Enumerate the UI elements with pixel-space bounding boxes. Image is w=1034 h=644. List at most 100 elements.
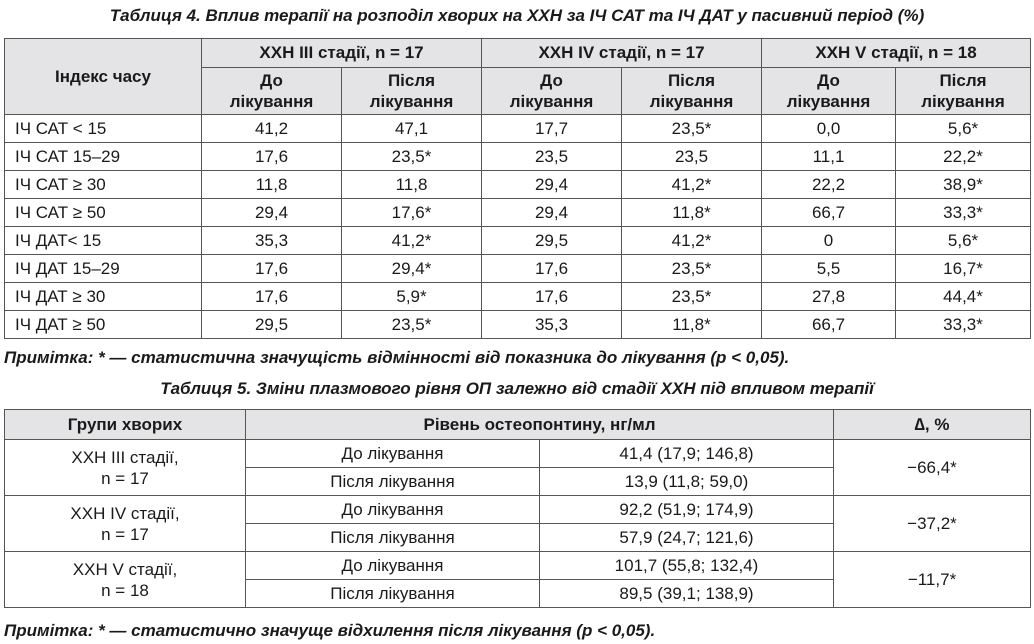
table-row: ІЧ ДАТ< 15 35,3 41,2* 29,5 41,2* 0 5,6* [4, 226, 1032, 255]
value-cell: 17,6 [201, 254, 342, 283]
table-row: ІЧ САТ 15–29 17,6 23,5* 23,5 23,5 11,1 22,2* [4, 142, 1032, 171]
value-cell: 29,4 [481, 198, 622, 227]
table4: Індекс часу ХХН ІІІ стадії, n = 17 ХХН I… [4, 38, 1032, 339]
value-cell: 41,2 [201, 114, 342, 143]
before-header-line: лікування [509, 92, 594, 111]
after-header-line: лікування [369, 92, 454, 111]
row-label: ІЧ САТ ≥ 50 [4, 198, 202, 227]
group-header-4: ХХН IV стадії, n = 17 [480, 38, 763, 68]
before-treatment-header: До лікування [201, 67, 342, 115]
before-value: 101,7 (55,8; 132,4) [539, 551, 834, 580]
after-treatment-header: Після лікування [895, 67, 1032, 115]
value-cell: 66,7 [761, 198, 897, 227]
before-label: До лікування [245, 551, 540, 580]
value-cell: 23,5* [620, 254, 763, 283]
value-cell: 29,5 [201, 310, 342, 339]
row-label: ІЧ ДАТ ≥ 50 [4, 310, 202, 339]
after-treatment-header: Після лікування [341, 67, 482, 115]
value-cell: 22,2* [895, 142, 1032, 171]
delta-value: −66,4* [833, 439, 1031, 496]
table-row: ІЧ ДАТ 15–29 17,6 29,4* 17,6 23,5* 5,5 16,7* [4, 254, 1032, 283]
group-name-line: n = 18 [101, 580, 149, 600]
value-cell: 5,9* [341, 282, 482, 311]
value-cell: 23,5 [481, 142, 622, 171]
value-cell: 38,9* [895, 170, 1032, 199]
value-cell: 11,1 [761, 142, 897, 171]
before-header-line: До [540, 71, 563, 90]
before-treatment-header: До лікування [481, 67, 622, 115]
before-header-line: До [260, 71, 283, 90]
value-cell: 41,2* [620, 170, 763, 199]
value-cell: 17,6 [481, 282, 622, 311]
before-value: 41,4 (17,9; 146,8) [539, 439, 834, 468]
table5-caption: Таблиця 5. Зміни плазмового рівня ОП зал… [160, 379, 874, 398]
group-header-5: ХХН V стадії, n = 18 [761, 38, 1032, 68]
table-row: ХХН IV стадії, n = 17 До лікування 92,2 (51… [4, 495, 1031, 552]
value-cell: 29,5 [481, 226, 622, 255]
row-label: ІЧ ДАТ< 15 [4, 226, 202, 255]
group-name-line: ХХН V стадії, [72, 559, 178, 579]
row-label: ІЧ ДАТ ≥ 30 [4, 282, 202, 311]
value-cell: 5,5 [761, 254, 897, 283]
table-row: Після лікування 89,5 (39,1; 138,9) [5, 579, 1031, 608]
value-cell: 16,7* [895, 254, 1032, 283]
table-row: ІЧ САТ ≥ 30 11,8 11,8 29,4 41,2* 22,2 38,9* [4, 170, 1032, 199]
after-value: 13,9 (11,8; 59,0) [539, 467, 834, 496]
value-cell: 11,8* [620, 198, 763, 227]
group-name: ХХН V стадії, n = 18 [4, 551, 246, 608]
value-cell: 17,6 [481, 254, 622, 283]
after-value: 89,5 (39,1; 138,9) [539, 579, 834, 608]
table-row: Після лікування 13,9 (11,8; 59,0) [5, 467, 1031, 496]
table-row: ІЧ ДАТ ≥ 50 29,5 23,5* 35,3 11,8* 66,7 33,3* [4, 310, 1032, 339]
value-cell: 27,8 [761, 282, 897, 311]
groups-header: Групи хворих [4, 409, 246, 440]
after-label: Після лікування [245, 579, 540, 608]
value-cell: 17,6* [341, 198, 482, 227]
value-cell: 5,6* [895, 226, 1032, 255]
before-label: До лікування [245, 439, 540, 468]
value-cell: 11,8 [201, 170, 342, 199]
value-cell: 11,8 [341, 170, 482, 199]
before-header-line: лікування [786, 92, 871, 111]
group-name-line: ХХН IV стадії, [70, 503, 180, 523]
row-label: ІЧ ДАТ 15–29 [4, 254, 202, 283]
after-header-line: лікування [649, 92, 734, 111]
osteopontin-header: Рівень остеопонтину, нг/мл [245, 409, 834, 440]
value-cell: 29,4 [201, 198, 342, 227]
before-value: 92,2 (51,9; 174,9) [539, 495, 834, 524]
before-treatment-header: До лікування [761, 67, 897, 115]
before-header-line: лікування [229, 92, 314, 111]
value-cell: 5,6* [895, 114, 1032, 143]
group-name-line: n = 17 [101, 468, 149, 488]
row-label: ІЧ САТ < 15 [4, 114, 202, 143]
value-cell: 17,6 [201, 282, 342, 311]
index-header: Індекс часу [4, 38, 202, 115]
before-header-line: До [817, 71, 840, 90]
after-label: Після лікування [245, 467, 540, 496]
value-cell: 23,5* [341, 310, 482, 339]
value-cell: 17,7 [481, 114, 622, 143]
value-cell: 23,5* [341, 142, 482, 171]
value-cell: 41,2* [341, 226, 482, 255]
table-row: ХХН ІІІ стадії, n = 17 До лікування 41,4 (1… [4, 439, 1031, 496]
group-name-line: n = 17 [101, 524, 149, 544]
table4-note: Примітка: * — статистична значущість від… [4, 348, 790, 367]
value-cell: 23,5* [620, 282, 763, 311]
value-cell: 33,3* [895, 198, 1032, 227]
value-cell: 11,8* [620, 310, 763, 339]
delta-value: −37,2* [833, 495, 1031, 552]
after-header-line: Після [387, 71, 436, 90]
value-cell: 29,4 [481, 170, 622, 199]
table-row: ХХН V стадії, n = 18 До лікування 101,7 (55… [4, 551, 1031, 608]
value-cell: 41,2* [620, 226, 763, 255]
delta-header: ∆, % [833, 409, 1031, 440]
value-cell: 35,3 [201, 226, 342, 255]
value-cell: 23,5 [620, 142, 763, 171]
value-cell: 35,3 [481, 310, 622, 339]
value-cell: 23,5* [620, 114, 763, 143]
table-row: ІЧ САТ < 15 41,2 47,1 17,7 23,5* 0,0 5,6* [4, 114, 1032, 143]
value-cell: 44,4* [895, 282, 1032, 311]
delta-value: −11,7* [833, 551, 1031, 608]
group-name: ХХН IV стадії, n = 17 [4, 495, 246, 552]
value-cell: 33,3* [895, 310, 1032, 339]
